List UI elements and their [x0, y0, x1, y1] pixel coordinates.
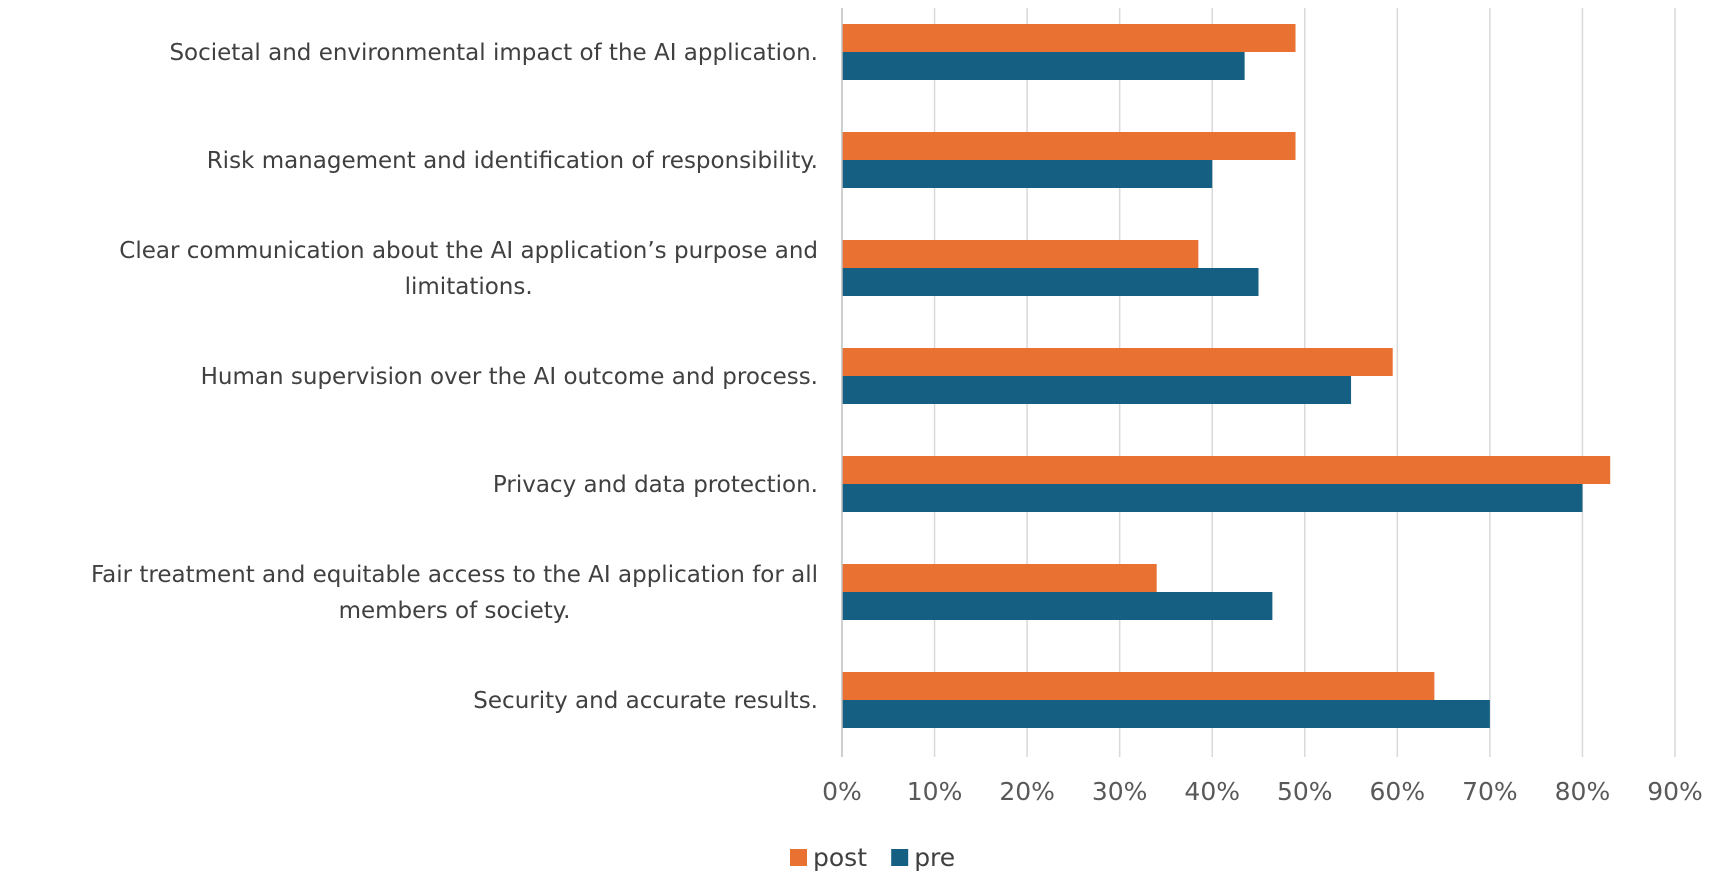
bar-pre-5	[842, 592, 1273, 620]
legend-label-pre: pre	[914, 843, 955, 872]
x-tick-label: 50%	[1277, 777, 1333, 806]
x-tick-labels: 0% 10% 20% 30% 40% 50% 60% 70% 80% 90%	[822, 777, 1703, 806]
category-label: Fair treatment and equitable access to t…	[91, 562, 818, 588]
x-tick-label: 60%	[1370, 777, 1426, 806]
legend-label-post: post	[813, 843, 867, 872]
category-label: Risk management and identification of re…	[207, 148, 818, 174]
category-label: members of society.	[339, 598, 571, 624]
bar-post-0	[842, 24, 1296, 52]
bar-pre-3	[842, 376, 1352, 404]
bar-pre-4	[842, 484, 1583, 512]
category-label: limitations.	[405, 274, 533, 300]
category-label: Human supervision over the AI outcome an…	[201, 364, 818, 390]
x-tick-label: 80%	[1555, 777, 1611, 806]
bar-post-1	[842, 132, 1296, 160]
legend: post pre	[790, 843, 955, 872]
x-tick-label: 70%	[1462, 777, 1518, 806]
category-label: Security and accurate results.	[473, 688, 818, 714]
bar-post-5	[842, 564, 1157, 592]
category-labels: Societal and environmental impact of the…	[91, 40, 818, 714]
x-tick-label: 0%	[822, 777, 862, 806]
bar-pre-6	[842, 700, 1490, 728]
bar-post-3	[842, 348, 1393, 376]
x-tick-label: 30%	[1092, 777, 1148, 806]
x-tick-label: 20%	[999, 777, 1055, 806]
bar-post-4	[842, 456, 1611, 484]
bar-post-6	[842, 672, 1435, 700]
legend-swatch-post	[790, 849, 807, 866]
category-label: Clear communication about the AI applica…	[119, 238, 818, 264]
bar-pre-2	[842, 268, 1259, 296]
bar-pre-0	[842, 52, 1245, 80]
bar-post-2	[842, 240, 1199, 268]
category-label: Privacy and data protection.	[493, 472, 818, 498]
bars	[842, 24, 1611, 728]
bar-pre-1	[842, 160, 1213, 188]
category-label: Societal and environmental impact of the…	[169, 40, 818, 66]
x-tick-label: 40%	[1184, 777, 1240, 806]
legend-swatch-pre	[891, 849, 909, 866]
x-tick-label: 90%	[1647, 777, 1703, 806]
x-tick-label: 10%	[907, 777, 963, 806]
